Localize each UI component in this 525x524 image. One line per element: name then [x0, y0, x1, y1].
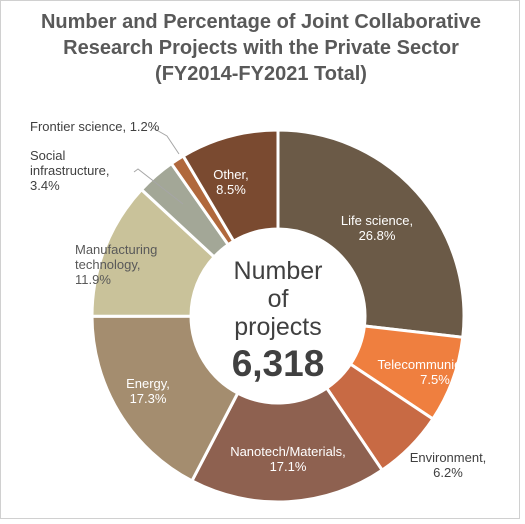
- center-label-line-2: of: [268, 285, 289, 313]
- chart-title: Number and Percentage of Joint Collabora…: [1, 9, 521, 87]
- title-line-1: Number and Percentage of Joint Collabora…: [40, 11, 482, 33]
- slice-nanotech-materials: [189, 385, 385, 504]
- slice-other: [181, 128, 280, 244]
- leader-line-social-infrastructure: [133, 168, 184, 205]
- label-social-infrastructure: Social infrastructure, 3.4%: [30, 148, 109, 193]
- center-label-line-1: Number: [234, 257, 323, 285]
- label-energy: Energy, 17.3%: [126, 376, 170, 406]
- label-other: Other, 8.5%: [213, 167, 248, 197]
- label-environment: Environment, 6.2%: [410, 450, 487, 480]
- leader-line-frontier-science: [152, 127, 180, 155]
- label-life-science: Life science, 26.8%: [341, 213, 413, 243]
- label-nanotech-materials: Nanotech/Materials, 17.1%: [230, 444, 346, 474]
- center-label-line-3: projects: [234, 313, 322, 341]
- label-manufacturing-technology: Manufacturing technology, 11.9%: [75, 242, 157, 287]
- slice-energy: [90, 314, 240, 483]
- center-value: 6,318: [232, 343, 325, 384]
- title-line-2: Research Projects with the Private Secto…: [63, 37, 459, 59]
- title-line-3: (FY2014-FY2021 Total): [155, 63, 367, 85]
- label-frontier-science: Frontier science, 1.2%: [30, 119, 160, 134]
- label-telecommunication: Telecommunication, 7.5%: [378, 357, 493, 387]
- slice-life-science: [276, 128, 466, 339]
